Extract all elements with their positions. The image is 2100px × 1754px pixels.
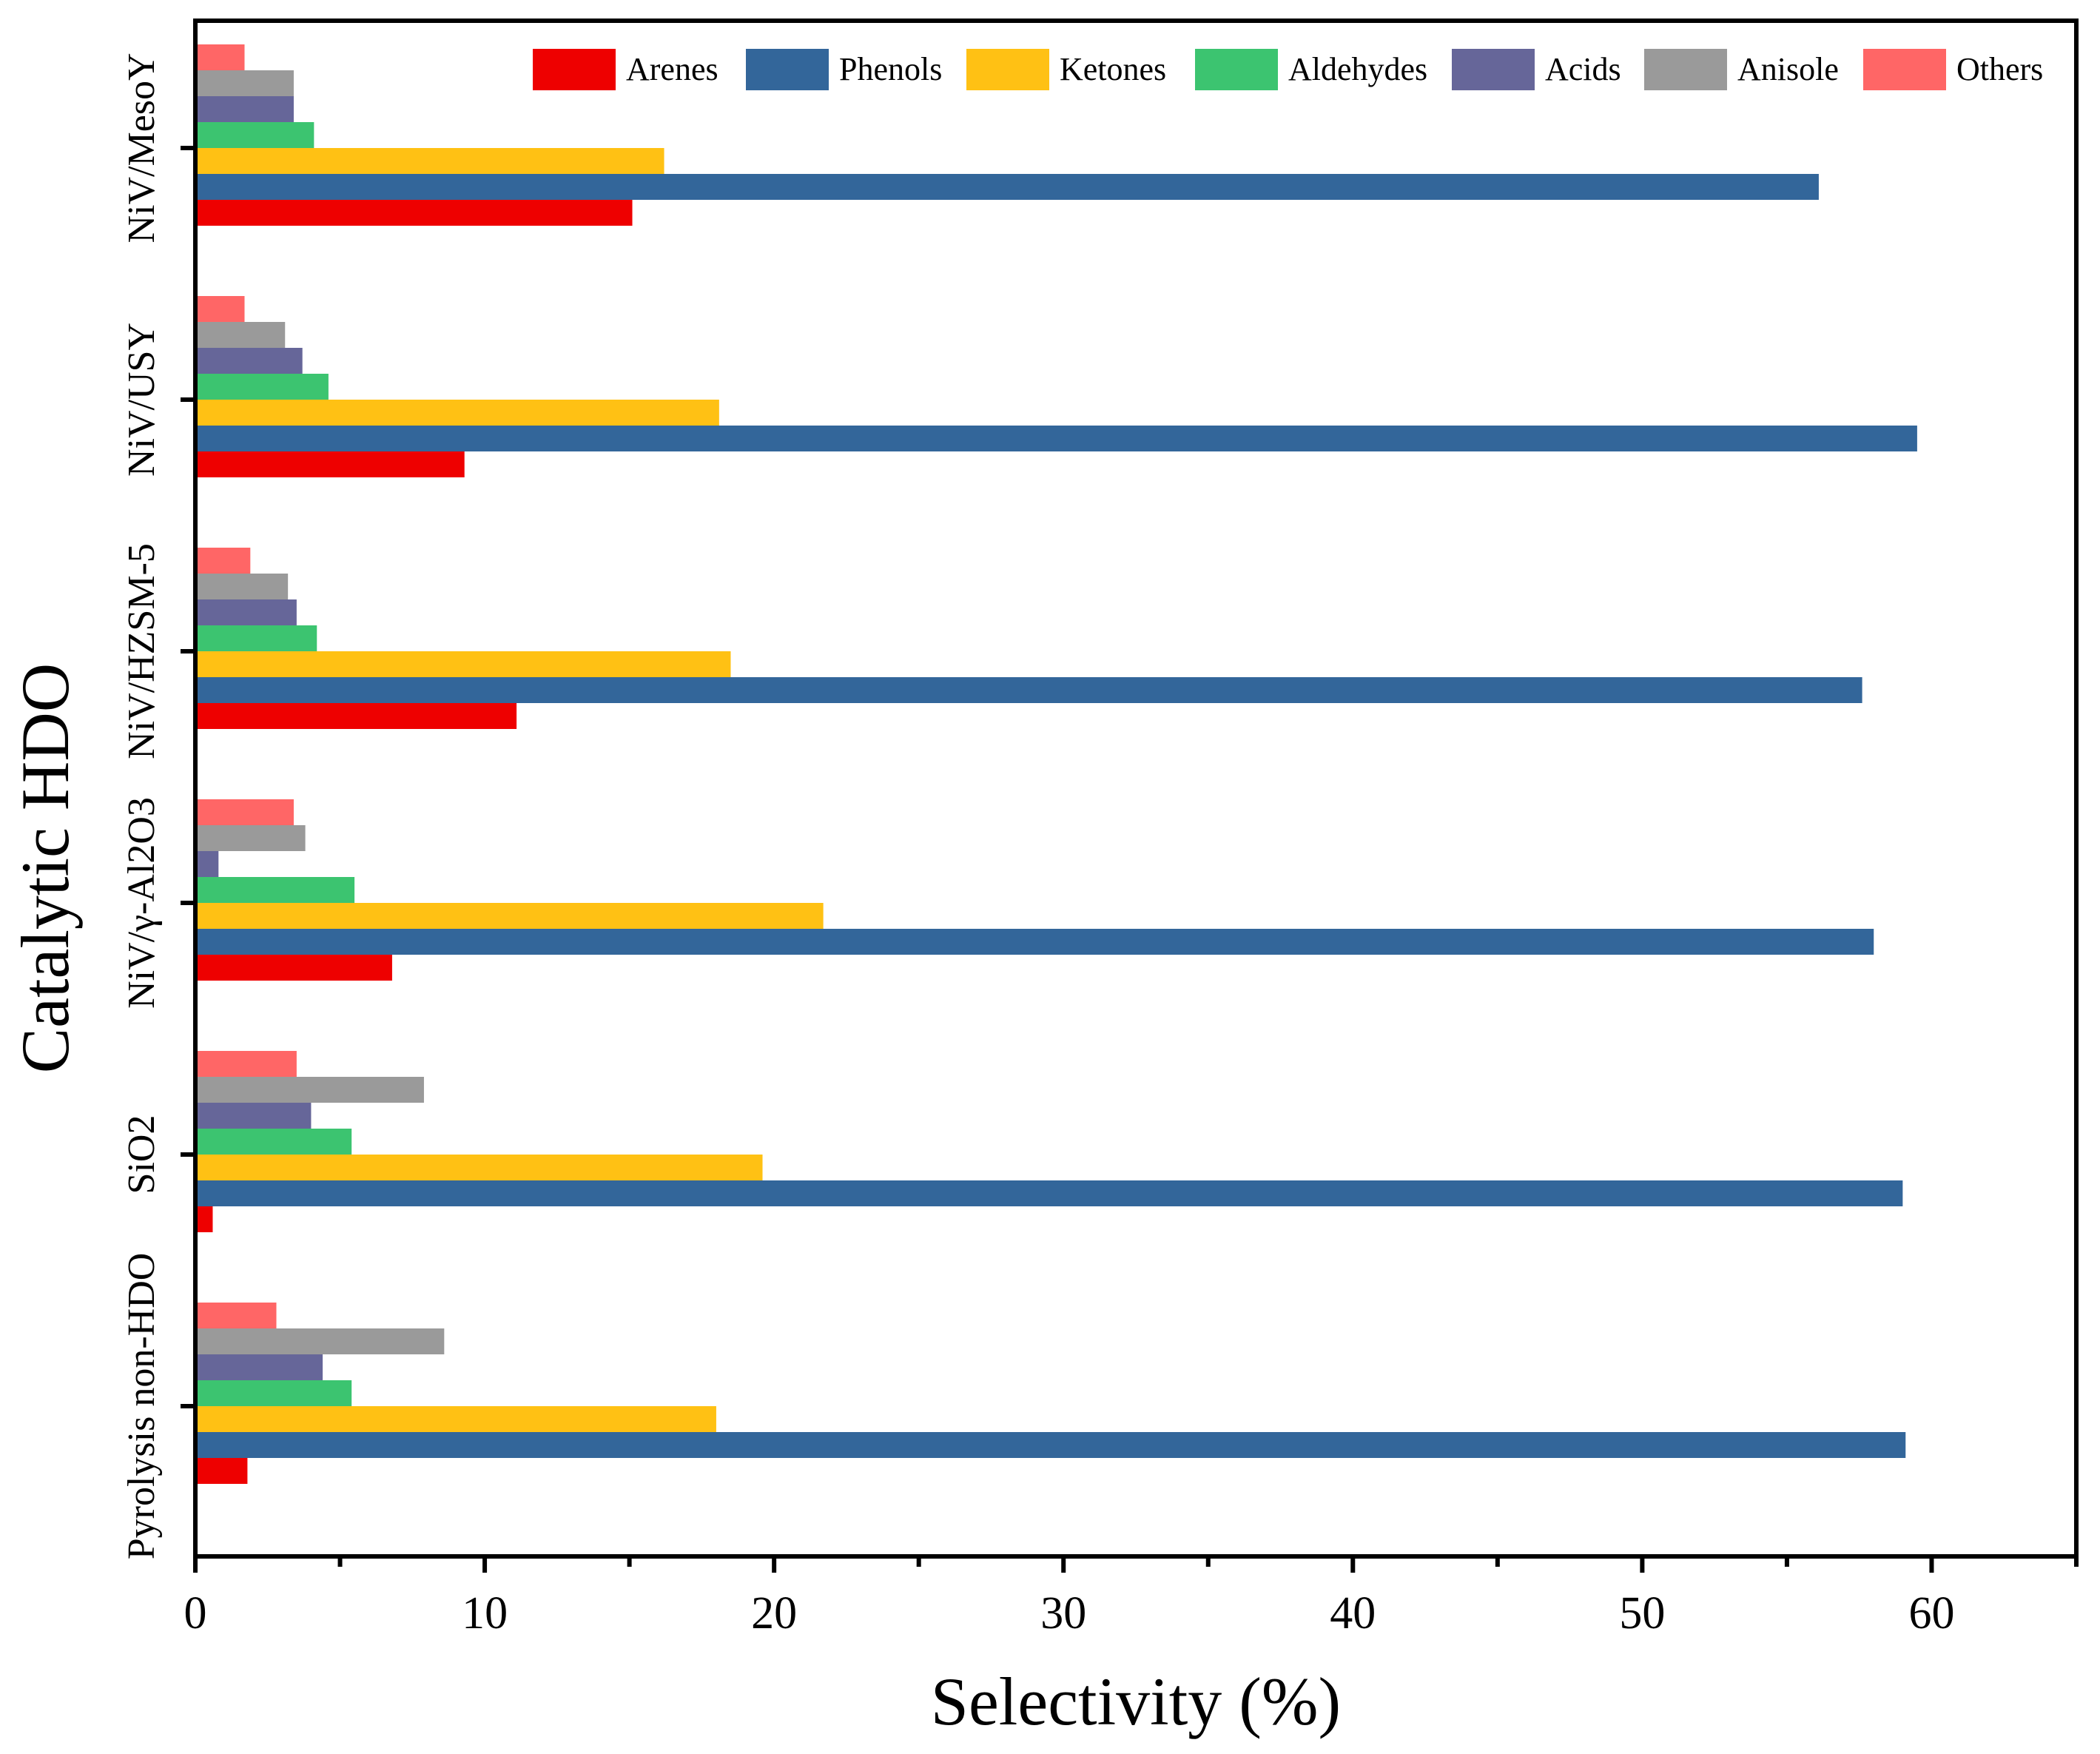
y-tick-label: Pyrolysis non-HDO [121,1253,163,1560]
bar-acids-3 [195,599,297,625]
legend-swatch-anisole [1644,49,1727,90]
bar-ketones-4 [195,400,719,426]
bar-others-1 [195,1051,297,1077]
bar-anisole-3 [195,574,289,599]
bar-acids-5 [195,96,294,122]
y-tick-label: NiV/USY [121,323,163,477]
bar-anisole-1 [195,1077,424,1103]
bar-ketones-0 [195,1406,716,1432]
bar-arenes-3 [195,703,517,729]
y-axis-title: Catalytic HDO [7,663,83,1073]
bar-others-5 [195,44,245,70]
legend: Arenes Phenols Ketones Aldehydes Acids Anisol… [533,49,2043,90]
legend-label-others: Others [1956,51,2043,87]
bar-others-4 [195,296,245,322]
legend-label-acids: Acids [1545,51,1621,87]
legend-swatch-arenes [533,49,616,90]
bar-anisole-5 [195,70,294,96]
legend-label-phenols: Phenols [839,51,942,87]
bar-arenes-2 [195,955,392,981]
legend-label-ketones: Ketones [1060,51,1166,87]
bar-phenols-4 [195,426,1917,451]
bar-anisole-4 [195,322,286,348]
bar-arenes-0 [195,1458,248,1484]
y-tick-label: NiV/MesoY [121,53,163,243]
bar-aldehydes-3 [195,625,317,651]
bar-acids-0 [195,1354,323,1380]
x-tick-label: 30 [1040,1588,1086,1639]
bar-ketones-1 [195,1155,763,1180]
legend-swatch-others [1863,49,1946,90]
bar-aldehydes-1 [195,1129,352,1155]
bar-phenols-1 [195,1180,1903,1206]
plot-frame [193,19,2079,1559]
bar-others-3 [195,548,251,574]
legend-swatch-ketones [966,49,1049,90]
y-tick-label: SiO2 [121,1115,163,1194]
legend-label-aldehydes: Aldehydes [1288,51,1427,87]
bar-others-2 [195,799,294,825]
bar-aldehydes-4 [195,374,329,400]
legend-swatch-acids [1452,49,1535,90]
bar-aldehydes-2 [195,877,355,903]
legend-swatch-phenols [746,49,829,90]
bar-phenols-0 [195,1432,1906,1458]
x-tick-label: 0 [184,1588,207,1639]
axes-layer: 0 10 20 30 40 50 60 Pyrolysis non-HDO SiO2 NiV/γ-… [121,19,2079,1639]
y-tick-label: NiV/HZSM-5 [121,543,163,759]
bar-aldehydes-5 [195,122,314,148]
bars-layer [195,44,1917,1484]
bar-arenes-5 [195,200,633,226]
bar-anisole-2 [195,825,306,851]
x-axis-title: Selectivity (%) [931,1664,1341,1739]
legend-swatch-aldehydes [1195,49,1278,90]
x-tick-label: 40 [1330,1588,1376,1639]
bar-others-0 [195,1303,277,1328]
legend-label-anisole: Anisole [1737,51,1839,87]
x-tick-label: 10 [462,1588,508,1639]
bar-ketones-5 [195,148,664,174]
x-tick-label: 50 [1619,1588,1665,1639]
bar-phenols-3 [195,677,1862,703]
bar-acids-1 [195,1103,312,1129]
bar-anisole-0 [195,1328,445,1354]
x-tick-label: 20 [751,1588,797,1639]
bar-arenes-1 [195,1206,213,1232]
x-tick-label: 60 [1908,1588,1954,1639]
legend-label-arenes: Arenes [626,51,718,87]
bar-arenes-4 [195,451,465,477]
bar-acids-2 [195,851,219,877]
bar-ketones-2 [195,903,824,929]
bar-aldehydes-0 [195,1380,352,1406]
y-tick-label: NiV/γ-Al2O3 [121,797,163,1009]
bar-acids-4 [195,348,303,374]
bar-phenols-2 [195,929,1874,955]
bar-ketones-3 [195,651,731,677]
bar-phenols-5 [195,174,1819,200]
